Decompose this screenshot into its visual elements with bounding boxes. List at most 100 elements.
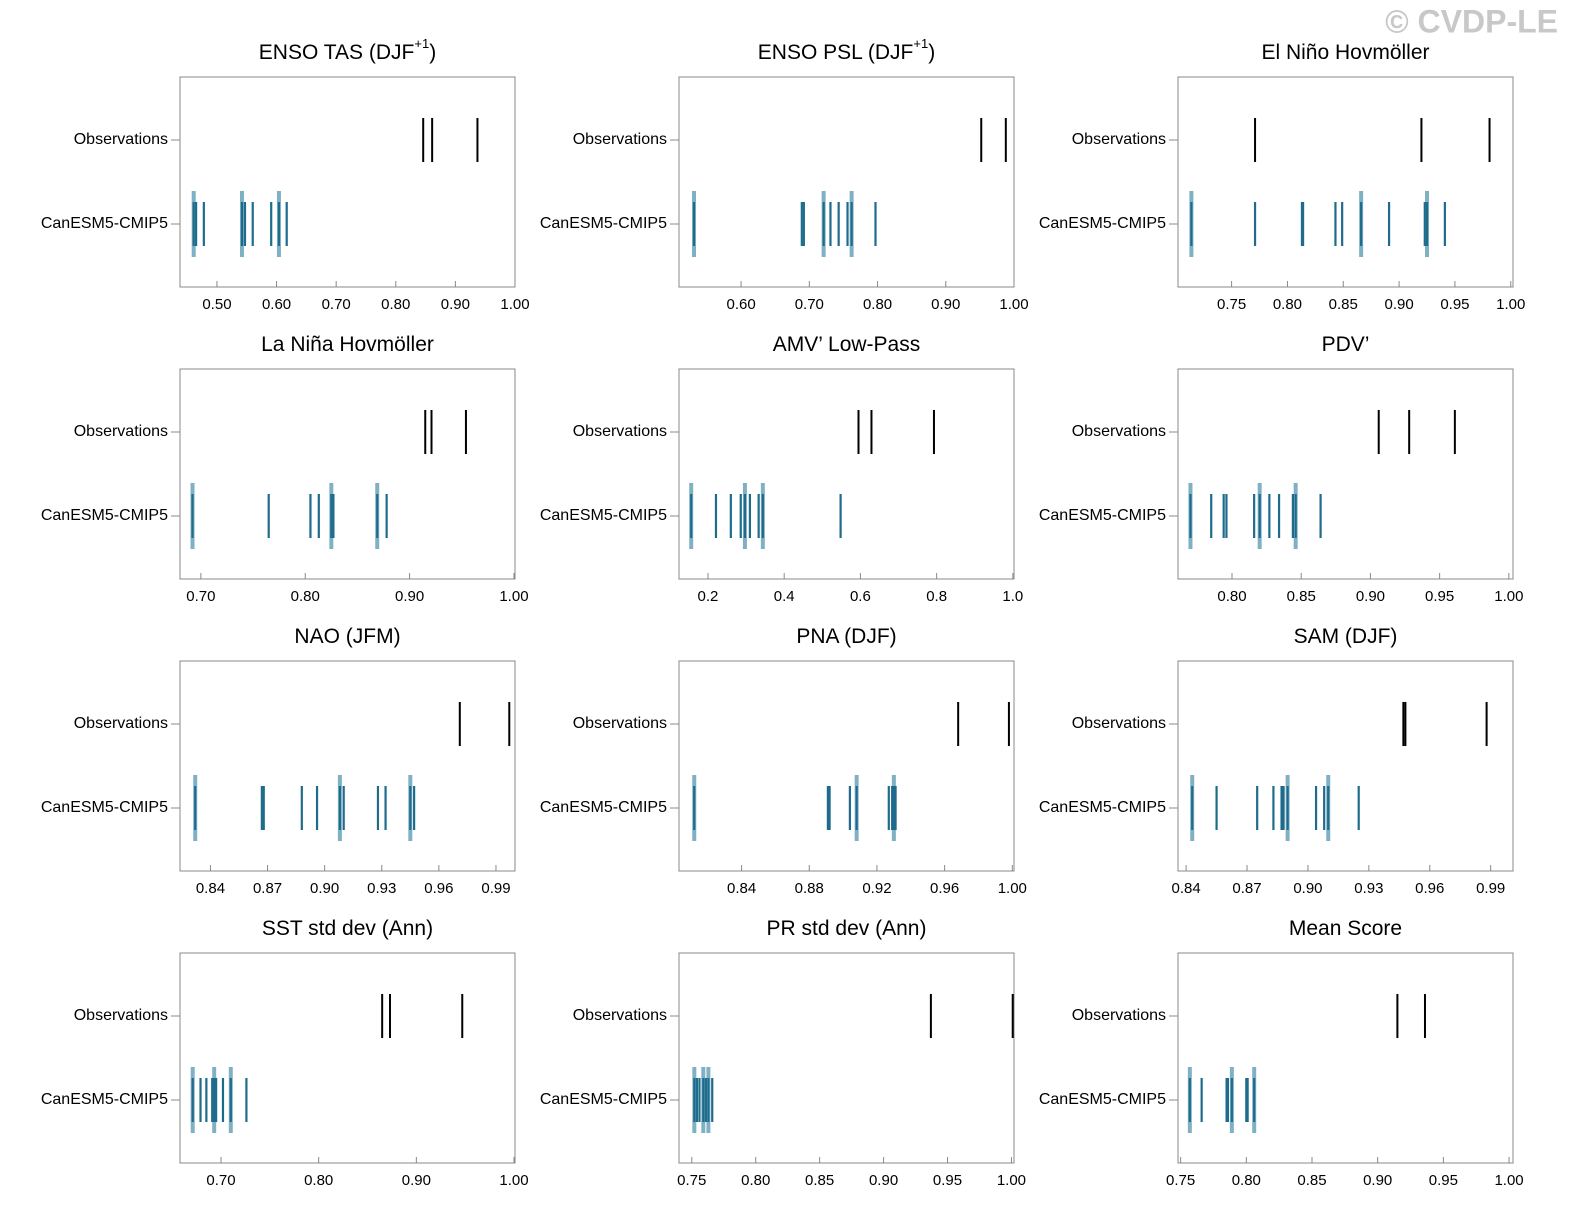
panel-title: AMV’ Low-Pass bbox=[773, 333, 920, 356]
row-label: CanESM5-CMIP5 bbox=[1039, 215, 1166, 232]
row-label: Observations bbox=[1072, 131, 1166, 148]
x-tick-label: 1.00 bbox=[500, 296, 529, 313]
x-tick-label: 0.95 bbox=[933, 1172, 962, 1189]
row-label: CanESM5-CMIP5 bbox=[540, 215, 667, 232]
row-label: CanESM5-CMIP5 bbox=[1039, 1091, 1166, 1108]
x-tick-label: 0.75 bbox=[1166, 1172, 1195, 1189]
x-tick-label: 0.84 bbox=[727, 880, 756, 897]
row-label: CanESM5-CMIP5 bbox=[41, 215, 168, 232]
x-tick-label: 0.4 bbox=[774, 588, 795, 605]
x-tick-label: 0.85 bbox=[1287, 588, 1316, 605]
title-text: La Niña Hovmöller bbox=[261, 333, 434, 356]
x-tick-label: 0.60 bbox=[262, 296, 291, 313]
row-label: CanESM5-CMIP5 bbox=[1039, 799, 1166, 816]
panel-title: ENSO PSL (DJF+1) bbox=[758, 36, 935, 63]
x-tick-label: 0.80 bbox=[741, 1172, 770, 1189]
x-tick-label: 0.80 bbox=[863, 296, 892, 313]
plot-frame bbox=[1177, 952, 1514, 1164]
x-tick-label: 0.95 bbox=[1440, 296, 1469, 313]
title-text: ENSO TAS (DJF bbox=[259, 41, 415, 64]
row-label: Observations bbox=[1072, 715, 1166, 732]
watermark: © CVDP-LE bbox=[1385, 3, 1558, 39]
plot-frame bbox=[678, 368, 1015, 580]
panel-title: PNA (DJF) bbox=[796, 625, 896, 648]
plot-frame bbox=[678, 952, 1015, 1164]
title-suffix: ) bbox=[928, 41, 935, 64]
x-tick-label: 0.70 bbox=[322, 296, 351, 313]
x-tick-label: 0.80 bbox=[304, 1172, 333, 1189]
plot-frame bbox=[1177, 76, 1514, 288]
title-text: PR std dev (Ann) bbox=[767, 917, 927, 940]
x-tick-label: 0.99 bbox=[1476, 880, 1505, 897]
x-tick-label: 0.90 bbox=[1363, 1172, 1392, 1189]
x-tick-label: 0.96 bbox=[424, 880, 453, 897]
x-tick-label: 0.80 bbox=[291, 588, 320, 605]
x-tick-label: 0.80 bbox=[1273, 296, 1302, 313]
x-tick-label: 1.00 bbox=[499, 1172, 528, 1189]
x-tick-label: 0.80 bbox=[1232, 1172, 1261, 1189]
row-label: Observations bbox=[1072, 423, 1166, 440]
row-label: Observations bbox=[74, 1007, 168, 1024]
x-tick-label: 0.90 bbox=[441, 296, 470, 313]
title-text: NAO (JFM) bbox=[294, 625, 400, 648]
x-tick-label: 1.00 bbox=[997, 1172, 1026, 1189]
x-tick-label: 0.95 bbox=[1429, 1172, 1458, 1189]
x-tick-label: 0.70 bbox=[186, 588, 215, 605]
plot-frame bbox=[179, 660, 516, 872]
x-tick-label: 0.75 bbox=[1217, 296, 1246, 313]
title-text: El Niño Hovmöller bbox=[1261, 41, 1429, 64]
x-tick-label: 0.95 bbox=[1425, 588, 1454, 605]
row-label: Observations bbox=[1072, 1007, 1166, 1024]
x-tick-label: 0.87 bbox=[1232, 880, 1261, 897]
x-tick-label: 0.90 bbox=[1293, 880, 1322, 897]
x-tick-label: 0.93 bbox=[1354, 880, 1383, 897]
plot-frame bbox=[1177, 368, 1514, 580]
x-tick-label: 0.60 bbox=[726, 296, 755, 313]
row-label: Observations bbox=[573, 131, 667, 148]
panel-title: El Niño Hovmöller bbox=[1261, 41, 1429, 64]
panel-title: SST std dev (Ann) bbox=[262, 917, 433, 940]
row-label: CanESM5-CMIP5 bbox=[41, 507, 168, 524]
x-tick-label: 0.88 bbox=[795, 880, 824, 897]
x-tick-label: 0.84 bbox=[1172, 880, 1201, 897]
x-tick-label: 0.90 bbox=[1384, 296, 1413, 313]
x-tick-label: 1.00 bbox=[1494, 1172, 1523, 1189]
title-text: Mean Score bbox=[1289, 917, 1402, 940]
x-tick-label: 0.90 bbox=[931, 296, 960, 313]
row-label: Observations bbox=[573, 1007, 667, 1024]
x-tick-label: 0.90 bbox=[395, 588, 424, 605]
plot-frame bbox=[179, 952, 516, 1164]
row-label: CanESM5-CMIP5 bbox=[41, 799, 168, 816]
plot-frame bbox=[179, 368, 516, 580]
row-label: Observations bbox=[573, 715, 667, 732]
x-tick-label: 0.6 bbox=[850, 588, 871, 605]
row-label: CanESM5-CMIP5 bbox=[41, 1091, 168, 1108]
x-tick-label: 1.00 bbox=[1496, 296, 1525, 313]
x-tick-label: 0.99 bbox=[481, 880, 510, 897]
row-label: CanESM5-CMIP5 bbox=[540, 799, 667, 816]
x-tick-label: 0.70 bbox=[795, 296, 824, 313]
row-label: Observations bbox=[74, 715, 168, 732]
x-tick-label: 0.70 bbox=[206, 1172, 235, 1189]
row-label: CanESM5-CMIP5 bbox=[540, 1091, 667, 1108]
title-suffix: ) bbox=[429, 41, 436, 64]
x-tick-label: 0.84 bbox=[196, 880, 225, 897]
x-tick-label: 0.80 bbox=[381, 296, 410, 313]
x-tick-label: 0.90 bbox=[402, 1172, 431, 1189]
plot-frame bbox=[678, 660, 1015, 872]
x-tick-label: 0.90 bbox=[310, 880, 339, 897]
x-tick-label: 1.00 bbox=[1494, 588, 1523, 605]
title-text: SST std dev (Ann) bbox=[262, 917, 433, 940]
plot-frame bbox=[678, 76, 1015, 288]
x-tick-label: 0.8 bbox=[926, 588, 947, 605]
title-superscript: +1 bbox=[913, 36, 928, 51]
x-tick-label: 0.80 bbox=[1217, 588, 1246, 605]
x-tick-label: 1.00 bbox=[999, 296, 1028, 313]
x-tick-label: 0.96 bbox=[1415, 880, 1444, 897]
x-tick-label: 0.90 bbox=[1356, 588, 1385, 605]
panel-title: ENSO TAS (DJF+1) bbox=[259, 36, 436, 63]
x-tick-label: 0.85 bbox=[805, 1172, 834, 1189]
row-label: CanESM5-CMIP5 bbox=[540, 507, 667, 524]
panel-title: NAO (JFM) bbox=[294, 625, 400, 648]
